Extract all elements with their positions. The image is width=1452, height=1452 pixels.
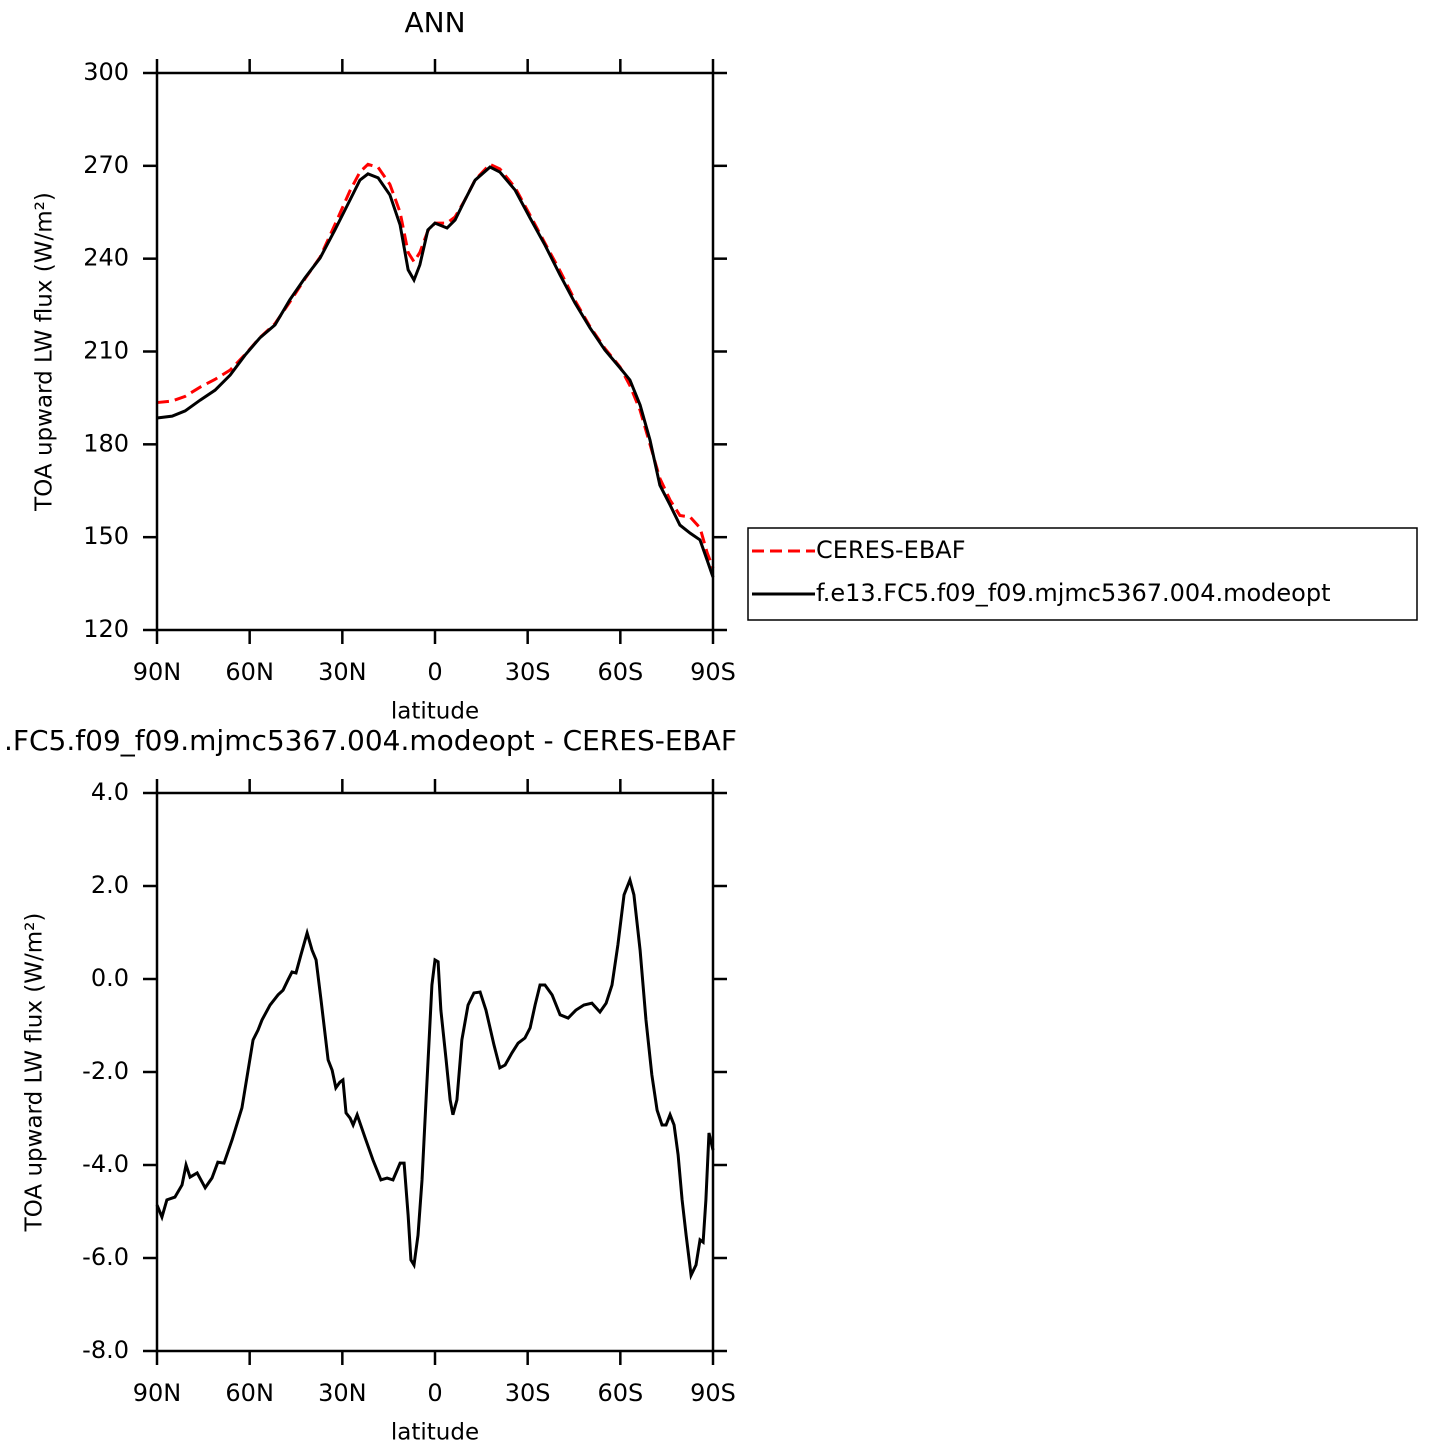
x-tick-label: 30N (318, 1379, 367, 1407)
x-tick-label: 30N (318, 658, 367, 686)
x-axis-label: latitude (391, 1420, 479, 1446)
plot-frame (155, 791, 715, 1353)
y-tick-label: 150 (83, 522, 129, 550)
data-line (156, 165, 715, 578)
y-tick-label: -2.0 (82, 1057, 129, 1085)
y-tick-label: -6.0 (82, 1243, 129, 1271)
y-axis-label: TOA upward LW flux (W/m²) (32, 192, 58, 512)
y-tick-label: 240 (83, 244, 129, 272)
x-tick-label: 60N (225, 1379, 274, 1407)
x-tick-label: 60S (597, 658, 643, 686)
y-tick-label: 180 (83, 429, 129, 457)
y-tick-label: 4.0 (91, 778, 129, 806)
plot-frame (155, 71, 715, 632)
x-tick-label: 30S (505, 1379, 551, 1407)
x-tick-label: 90S (690, 1379, 736, 1407)
y-tick-label: 0.0 (91, 964, 129, 992)
x-tick-label: 90N (133, 658, 182, 686)
data-line (155, 875, 715, 1281)
chart-title: .FC5.f09_f09.mjmc5367.004.modeopt - CERE… (4, 724, 737, 757)
legend-label: CERES-EBAF (816, 536, 966, 564)
x-tick-label: 0 (427, 658, 442, 686)
x-axis-label: latitude (391, 699, 479, 725)
y-tick-label: 270 (83, 151, 129, 179)
chart-title: ANN (404, 6, 465, 39)
y-tick-label: 120 (83, 615, 129, 643)
x-tick-label: 30S (505, 658, 551, 686)
x-tick-label: 0 (427, 1379, 442, 1407)
y-tick-label: 2.0 (91, 871, 129, 899)
x-tick-label: 90S (690, 658, 736, 686)
x-tick-label: 60S (597, 1379, 643, 1407)
y-axis-label: TOA upward LW flux (W/m²) (22, 913, 48, 1233)
y-tick-label: 210 (83, 337, 129, 365)
x-tick-label: 60N (225, 658, 274, 686)
y-tick-label: -8.0 (82, 1336, 129, 1364)
legend-box (747, 527, 1418, 621)
y-tick-label: -4.0 (82, 1150, 129, 1178)
y-tick-label: 300 (83, 58, 129, 86)
x-tick-label: 90N (133, 1379, 182, 1407)
legend-label: f.e13.FC5.f09_f09.mjmc5367.004.modeopt (816, 579, 1331, 607)
